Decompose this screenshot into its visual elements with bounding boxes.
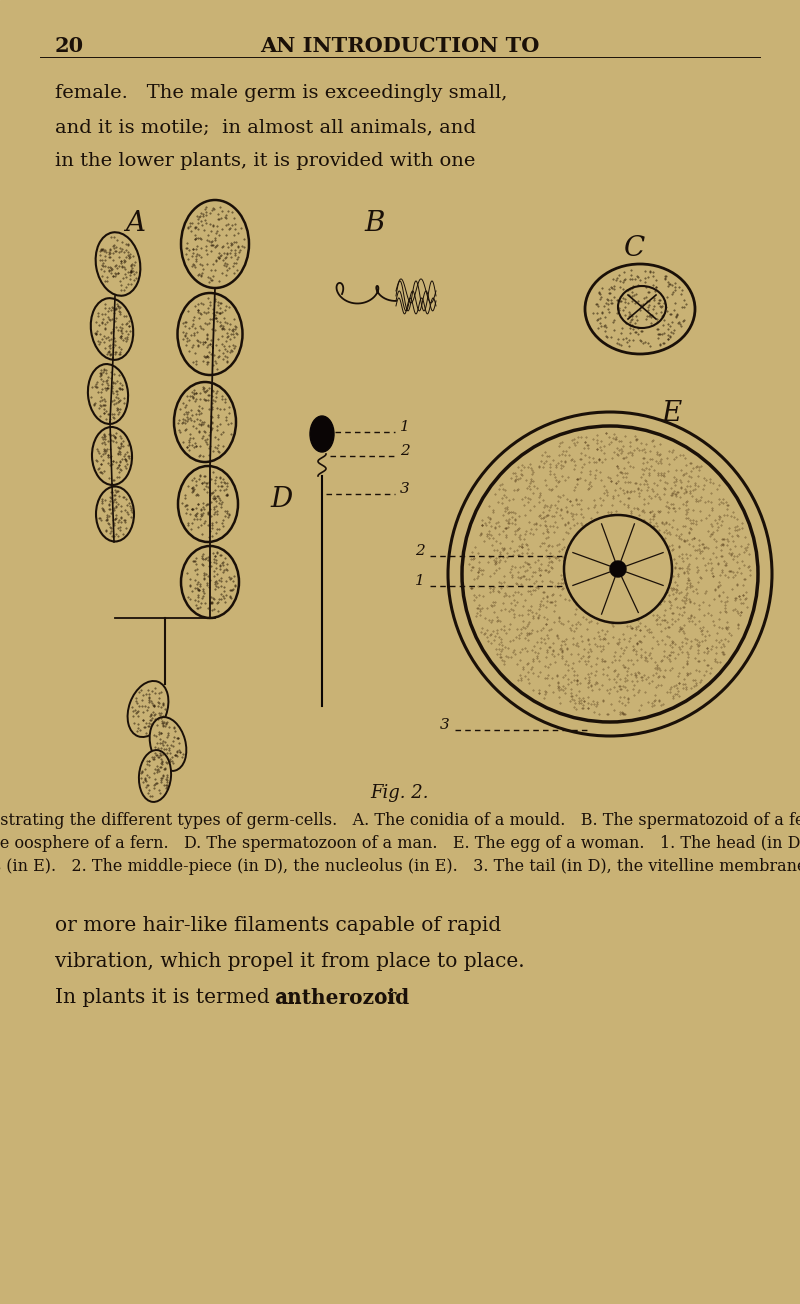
Text: A: A xyxy=(125,210,145,237)
Text: In plants it is termed an: In plants it is termed an xyxy=(55,988,314,1007)
Ellipse shape xyxy=(96,486,134,541)
Text: 1: 1 xyxy=(415,574,425,588)
Circle shape xyxy=(610,561,626,576)
Text: D: D xyxy=(271,486,293,512)
Ellipse shape xyxy=(88,364,128,424)
Ellipse shape xyxy=(585,263,695,353)
Text: 3: 3 xyxy=(400,482,410,496)
Ellipse shape xyxy=(90,299,134,360)
Ellipse shape xyxy=(127,681,169,737)
Text: or more hair-like filaments capable of rapid: or more hair-like filaments capable of r… xyxy=(55,915,502,935)
Ellipse shape xyxy=(181,546,239,618)
Text: B: B xyxy=(365,210,385,237)
Text: E: E xyxy=(662,400,682,426)
Text: female.   The male germ is exceedingly small,: female. The male germ is exceedingly sma… xyxy=(55,83,507,102)
Ellipse shape xyxy=(178,293,242,376)
Ellipse shape xyxy=(462,426,758,722)
Text: C. The oosphere of a fern.   D. The spermatozoon of a man.   E. The egg of a wom: C. The oosphere of a fern. D. The sperma… xyxy=(0,835,800,852)
Text: 1: 1 xyxy=(400,420,410,434)
Text: 20: 20 xyxy=(55,37,84,56)
Ellipse shape xyxy=(139,750,171,802)
Ellipse shape xyxy=(181,200,249,288)
Text: antherozoid: antherozoid xyxy=(274,988,410,1008)
Text: nucleus (in E).   2. The middle-piece (in D), the nucleolus (in E).   3. The tai: nucleus (in E). 2. The middle-piece (in … xyxy=(0,858,800,875)
Ellipse shape xyxy=(92,426,132,485)
Text: AN INTRODUCTION TO: AN INTRODUCTION TO xyxy=(260,37,540,56)
Text: Illustrating the different types of germ-cells.   A. The conidia of a mould.   B: Illustrating the different types of germ… xyxy=(0,812,800,829)
Ellipse shape xyxy=(178,466,238,542)
Ellipse shape xyxy=(564,515,672,623)
Text: 2: 2 xyxy=(415,544,425,558)
Text: Fig. 2.: Fig. 2. xyxy=(370,784,430,802)
Text: vibration, which propel it from place to place.: vibration, which propel it from place to… xyxy=(55,952,525,971)
Ellipse shape xyxy=(150,717,186,771)
Text: 3: 3 xyxy=(440,719,450,732)
Text: in the lower plants, it is provided with one: in the lower plants, it is provided with… xyxy=(55,153,475,170)
Ellipse shape xyxy=(96,232,140,296)
Ellipse shape xyxy=(174,382,236,462)
Text: C: C xyxy=(624,235,646,262)
Text: and it is motile;  in almost all animals, and: and it is motile; in almost all animals,… xyxy=(55,117,476,136)
Text: or: or xyxy=(362,988,397,1007)
Text: 2: 2 xyxy=(400,443,410,458)
Ellipse shape xyxy=(310,416,334,452)
